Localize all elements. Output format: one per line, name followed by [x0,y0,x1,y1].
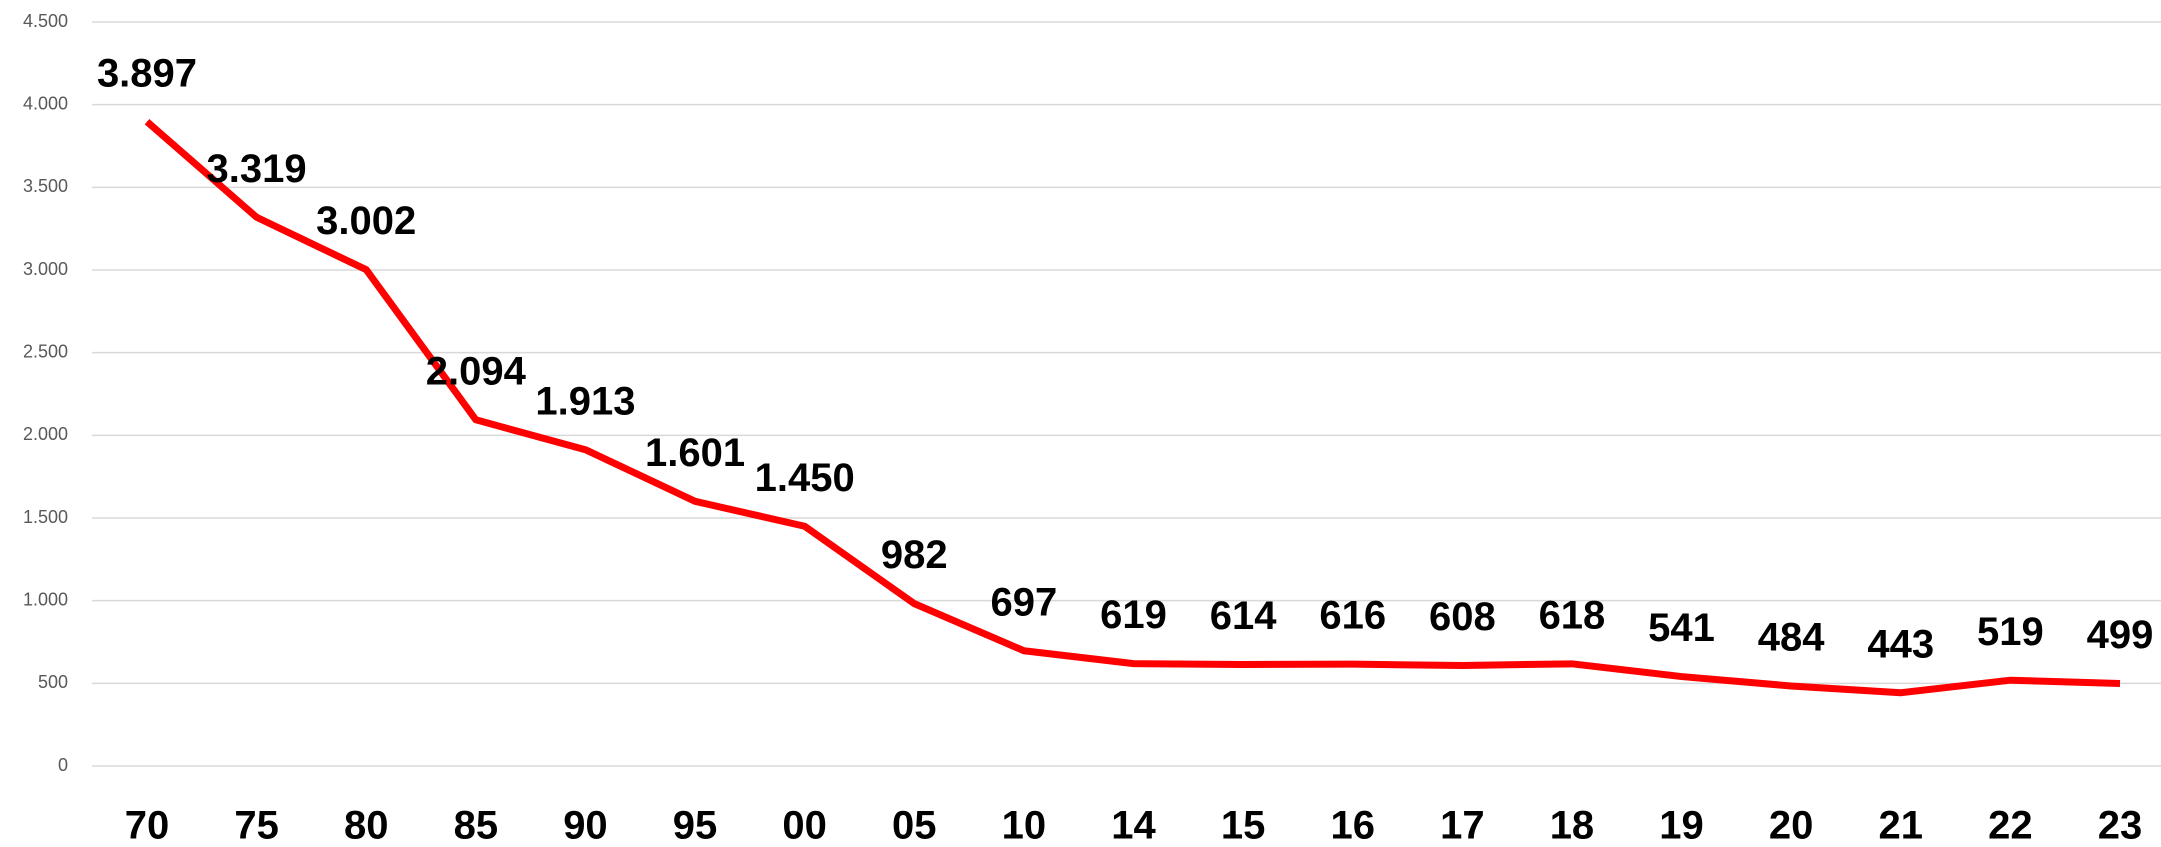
data-label: 1.913 [535,379,635,423]
x-tick-label: 90 [563,804,608,847]
y-tick-label: 2.000 [23,424,68,444]
x-tick-label: 16 [1330,804,1375,847]
y-tick-label: 3.500 [23,176,68,196]
data-label: 616 [1319,594,1386,638]
y-tick-label: 4.500 [23,11,68,31]
y-tick-label: 3.000 [23,259,68,279]
x-tick-label: 19 [1659,804,1704,847]
x-tick-label: 17 [1440,804,1485,847]
data-label: 618 [1539,593,1606,637]
data-label: 3.319 [207,147,307,191]
x-tick-label: 75 [234,804,279,847]
data-label: 1.601 [645,431,745,475]
data-label: 982 [881,533,948,577]
data-label: 608 [1429,595,1496,639]
data-label: 697 [991,580,1058,624]
data-label: 619 [1100,593,1167,637]
x-tick-label: 21 [1879,804,1924,847]
x-tick-label: 70 [125,804,170,847]
y-tick-label: 0 [58,755,68,775]
x-tick-label: 00 [782,804,827,847]
y-tick-label: 1.500 [23,507,68,527]
x-tick-label: 10 [1002,804,1047,847]
x-tick-label: 20 [1769,804,1814,847]
x-tick-label: 05 [892,804,937,847]
y-tick-label: 2.500 [23,341,68,361]
x-tick-label: 85 [454,804,499,847]
x-tick-label: 14 [1111,804,1156,847]
data-label: 614 [1210,594,1277,638]
y-tick-label: 500 [38,672,68,692]
data-label: 2.094 [426,349,527,393]
data-label: 443 [1867,622,1934,666]
data-label: 3.002 [316,199,416,243]
data-label: 519 [1977,610,2044,654]
line [144,119,2121,697]
y-tick-label: 1.000 [23,589,68,609]
x-tick-label: 18 [1550,804,1595,847]
y-tick-label: 4.000 [23,93,68,113]
x-tick-label: 95 [673,804,718,847]
x-tick-label: 22 [1988,804,2033,847]
x-tick-label: 15 [1221,804,1266,847]
data-label: 3.897 [97,51,197,95]
x-tick-label: 80 [344,804,389,847]
data-label: 499 [2087,613,2154,657]
x-tick-label: 23 [2098,804,2143,847]
data-label: 541 [1648,606,1715,650]
data-label: 1.450 [755,456,855,500]
data-label: 484 [1758,616,1825,660]
